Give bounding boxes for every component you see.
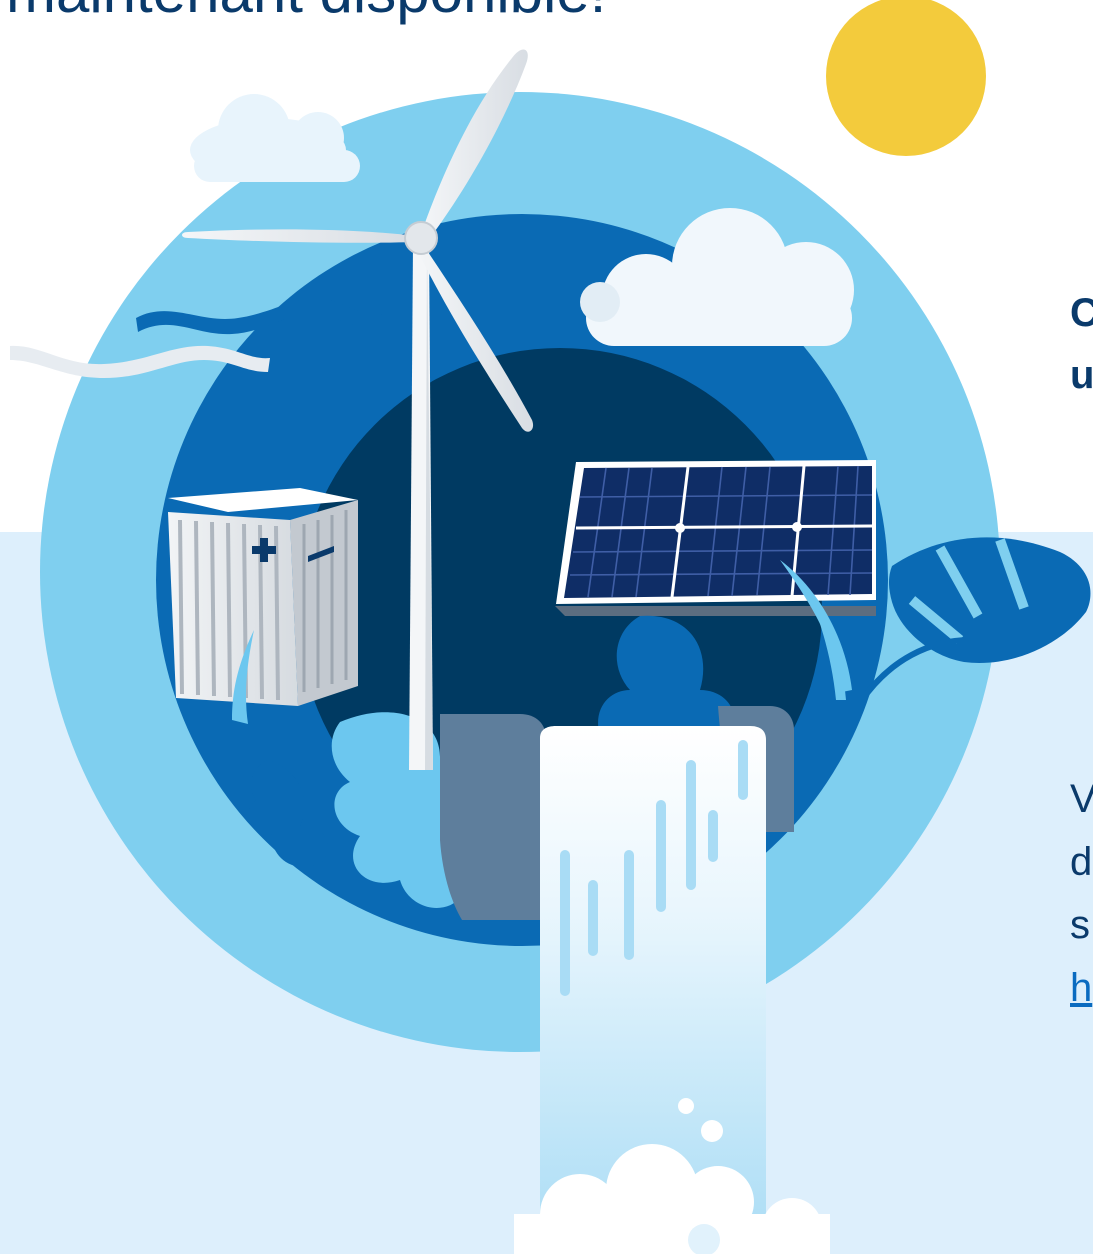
wind-line-icon xyxy=(136,298,382,335)
side-body-line-1: V xyxy=(1070,777,1093,821)
side-heading-line-1: C xyxy=(1070,291,1093,335)
side-body-text: V d s h xyxy=(1070,768,1093,1020)
page-headline: maintenant disponible! xyxy=(6,0,606,28)
cloud-icon xyxy=(190,94,360,182)
sun-icon xyxy=(826,0,986,156)
monstera-leaf-icon xyxy=(859,537,1091,702)
side-body-line-3: s xyxy=(1070,903,1090,947)
battery-container-icon xyxy=(168,488,358,706)
wind-line-icon xyxy=(10,345,270,378)
side-body-link[interactable]: h xyxy=(1070,966,1093,1010)
grass-icon xyxy=(232,560,852,724)
cloud-icon xyxy=(580,208,854,346)
wind-turbine-icon xyxy=(182,49,534,770)
side-heading-line-2: u xyxy=(1070,353,1093,397)
dam-wall-left xyxy=(440,714,546,920)
waterfall-icon xyxy=(514,726,830,1254)
side-heading: C u xyxy=(1070,282,1093,406)
solar-panel-icon xyxy=(555,460,876,616)
side-body-line-2: d xyxy=(1070,840,1093,884)
